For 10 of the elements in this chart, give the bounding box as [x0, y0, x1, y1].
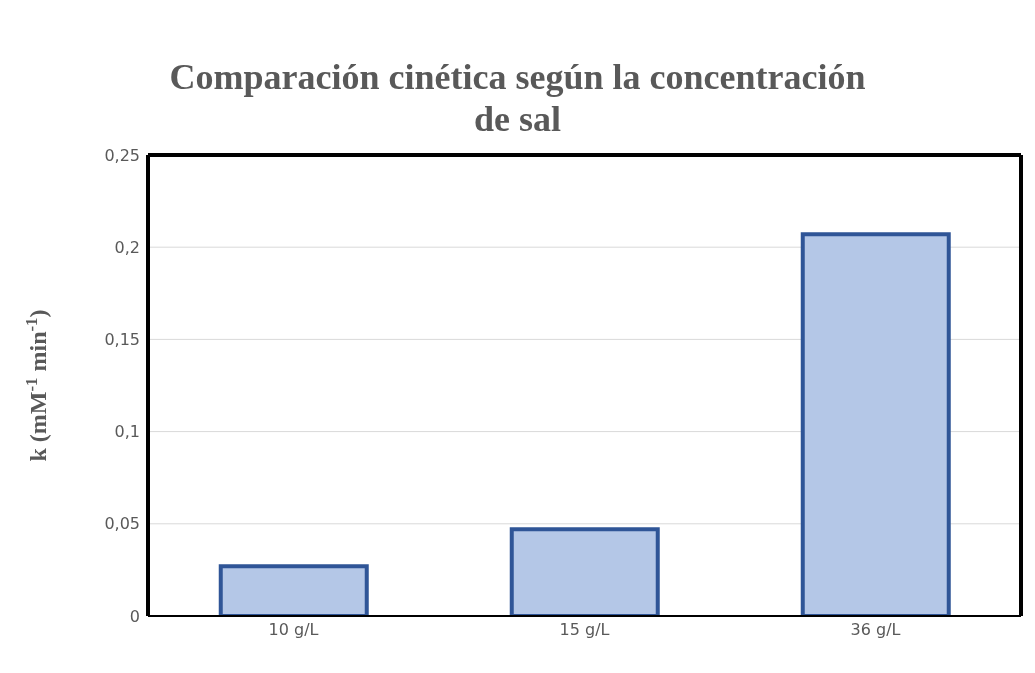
y-tick-label: 0,2 [114, 237, 140, 257]
x-tick-label: 10 g/L [268, 620, 319, 640]
x-tick-label: 36 g/L [850, 620, 901, 640]
y-tick-label: 0,1 [114, 422, 140, 442]
y-tick-label: 0,15 [104, 330, 140, 350]
chart-title: Comparación cinética según la concentración de sal [168, 56, 867, 141]
y-tick-label: 0 [129, 606, 140, 626]
x-tick-label: 15 g/L [559, 620, 610, 640]
y-tick-label: 0,25 [104, 145, 140, 165]
y-tick-label: 0,05 [104, 514, 140, 534]
